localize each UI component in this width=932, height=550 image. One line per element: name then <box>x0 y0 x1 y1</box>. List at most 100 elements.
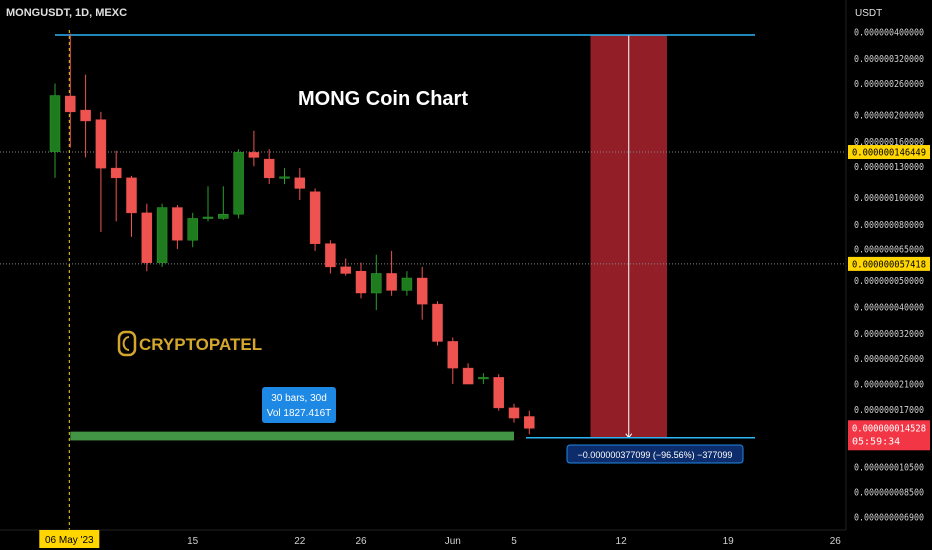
candle[interactable] <box>218 186 229 220</box>
lines-layer <box>0 30 846 530</box>
candle[interactable] <box>141 203 153 272</box>
candle[interactable] <box>416 266 428 320</box>
candle[interactable] <box>386 250 397 296</box>
candle[interactable] <box>126 175 137 237</box>
candle[interactable] <box>110 150 122 222</box>
price-level-label[interactable]: 0.000000057418 <box>848 256 930 271</box>
target-zone[interactable] <box>70 431 515 441</box>
date-cursor-label[interactable]: 06 May '23 <box>39 530 100 548</box>
candle[interactable] <box>65 33 76 148</box>
y-tick-label: 0.000000080000 <box>854 220 924 231</box>
candle[interactable] <box>248 130 260 167</box>
candle-body <box>172 207 183 241</box>
candle[interactable] <box>233 149 244 219</box>
brand-logo: CRYPTOPATEL <box>117 330 262 357</box>
candle[interactable] <box>432 301 443 346</box>
candle[interactable] <box>478 373 489 385</box>
measure-bars-label: 30 bars, 30d <box>271 393 327 404</box>
x-tick-label: 26 <box>355 536 367 547</box>
price-level-label-bg <box>848 256 930 271</box>
y-tick-label: 0.000000010500 <box>854 462 924 473</box>
last-price-countdown: 05:59:34 <box>852 436 900 447</box>
candle-body <box>187 218 198 241</box>
last-price-label-bg <box>848 420 930 451</box>
y-tick-label: 0.000000008500 <box>854 488 924 499</box>
candle-body <box>156 207 168 263</box>
x-tick-label: 19 <box>723 536 735 547</box>
candle[interactable] <box>263 149 275 185</box>
candle-body <box>478 377 489 380</box>
candle-body <box>141 212 153 263</box>
candle-body <box>447 341 459 369</box>
price-axis[interactable]: 0.000000400000 0.000000320000 0.0000002600… <box>848 28 930 524</box>
candle[interactable] <box>462 363 474 385</box>
candle-body <box>248 152 260 158</box>
x-tick-label: Jun <box>445 536 461 547</box>
candle[interactable] <box>447 337 459 385</box>
candle-body <box>386 273 397 291</box>
y-tick-label: 0.000000021000 <box>854 380 924 391</box>
candle[interactable] <box>49 83 61 178</box>
price-axis-unit: USDT <box>855 8 882 19</box>
date-cursor-label-bg <box>39 530 100 548</box>
x-tick-label: 5 <box>511 536 517 547</box>
candle-body <box>524 416 535 429</box>
y-tick-label: 0.000000026000 <box>854 354 924 365</box>
candle[interactable] <box>294 168 306 201</box>
candle[interactable] <box>95 111 107 232</box>
y-tick-label: 0.000000006900 <box>854 513 924 524</box>
candle[interactable] <box>355 262 367 299</box>
candle[interactable] <box>80 74 91 158</box>
change-tooltip[interactable]: −0.000000377099 (−96.56%) −377099 <box>566 444 744 464</box>
candle[interactable] <box>340 258 351 276</box>
chart-title: MONG Coin Chart <box>298 88 468 110</box>
last-price-value: 0.000000014528 <box>852 423 926 434</box>
symbol-header: MONGUSDT, 1D, MEXC <box>6 7 127 19</box>
candle[interactable] <box>202 186 214 222</box>
candle[interactable] <box>371 254 382 311</box>
zones-layer <box>70 35 667 441</box>
candle[interactable] <box>493 374 504 411</box>
candle-body <box>309 191 321 244</box>
y-tick-label: 0.000000040000 <box>854 303 924 314</box>
candle[interactable] <box>508 403 520 423</box>
candle-body <box>279 176 290 179</box>
candle-body <box>49 95 61 152</box>
y-tick-label: 0.000000260000 <box>854 79 924 90</box>
candle[interactable] <box>325 240 336 274</box>
y-tick-label: 0.000000100000 <box>854 193 924 204</box>
candle[interactable] <box>279 168 290 185</box>
candle-body <box>432 303 443 342</box>
candle[interactable] <box>524 410 535 435</box>
brand-name: CRYPTOPATEL <box>139 335 262 354</box>
price-level-label[interactable]: 0.000000146449 <box>848 145 930 160</box>
candle-body <box>263 158 275 179</box>
measure-tooltip[interactable]: 30 bars, 30d Vol 1827.416T <box>262 387 336 423</box>
candles-layer[interactable] <box>49 33 535 435</box>
x-tick-label: 26 <box>830 536 842 547</box>
y-tick-label: 0.000000050000 <box>854 276 924 287</box>
y-tick-label: 0.000000032000 <box>854 329 924 340</box>
candle[interactable] <box>309 188 321 251</box>
candle-body <box>294 177 306 189</box>
candle[interactable] <box>156 203 168 267</box>
overlay-layer: 30 bars, 30d Vol 1827.416T −0.000000377099… <box>262 387 744 464</box>
candle-body <box>110 167 122 179</box>
price-level-label-text: 0.000000146449 <box>852 148 926 159</box>
time-axis[interactable]: 8152226Jun512192606 May '23 <box>39 530 841 548</box>
candle-body <box>401 277 413 291</box>
last-price-label[interactable]: 0.000000014528 05:59:34 <box>848 420 930 451</box>
y-tick-label: 0.000000065000 <box>854 245 924 256</box>
candle[interactable] <box>172 204 183 250</box>
candle-body <box>95 119 107 169</box>
candle[interactable] <box>187 212 198 248</box>
y-tick-label: 0.000000320000 <box>854 54 924 65</box>
candle-body <box>202 216 214 219</box>
candle-body <box>126 177 137 214</box>
measure-tooltip-bg <box>262 387 336 423</box>
candle[interactable] <box>401 271 413 296</box>
change-label: −0.000000377099 (−96.56%) −377099 <box>578 450 733 460</box>
candle-body <box>65 95 76 113</box>
